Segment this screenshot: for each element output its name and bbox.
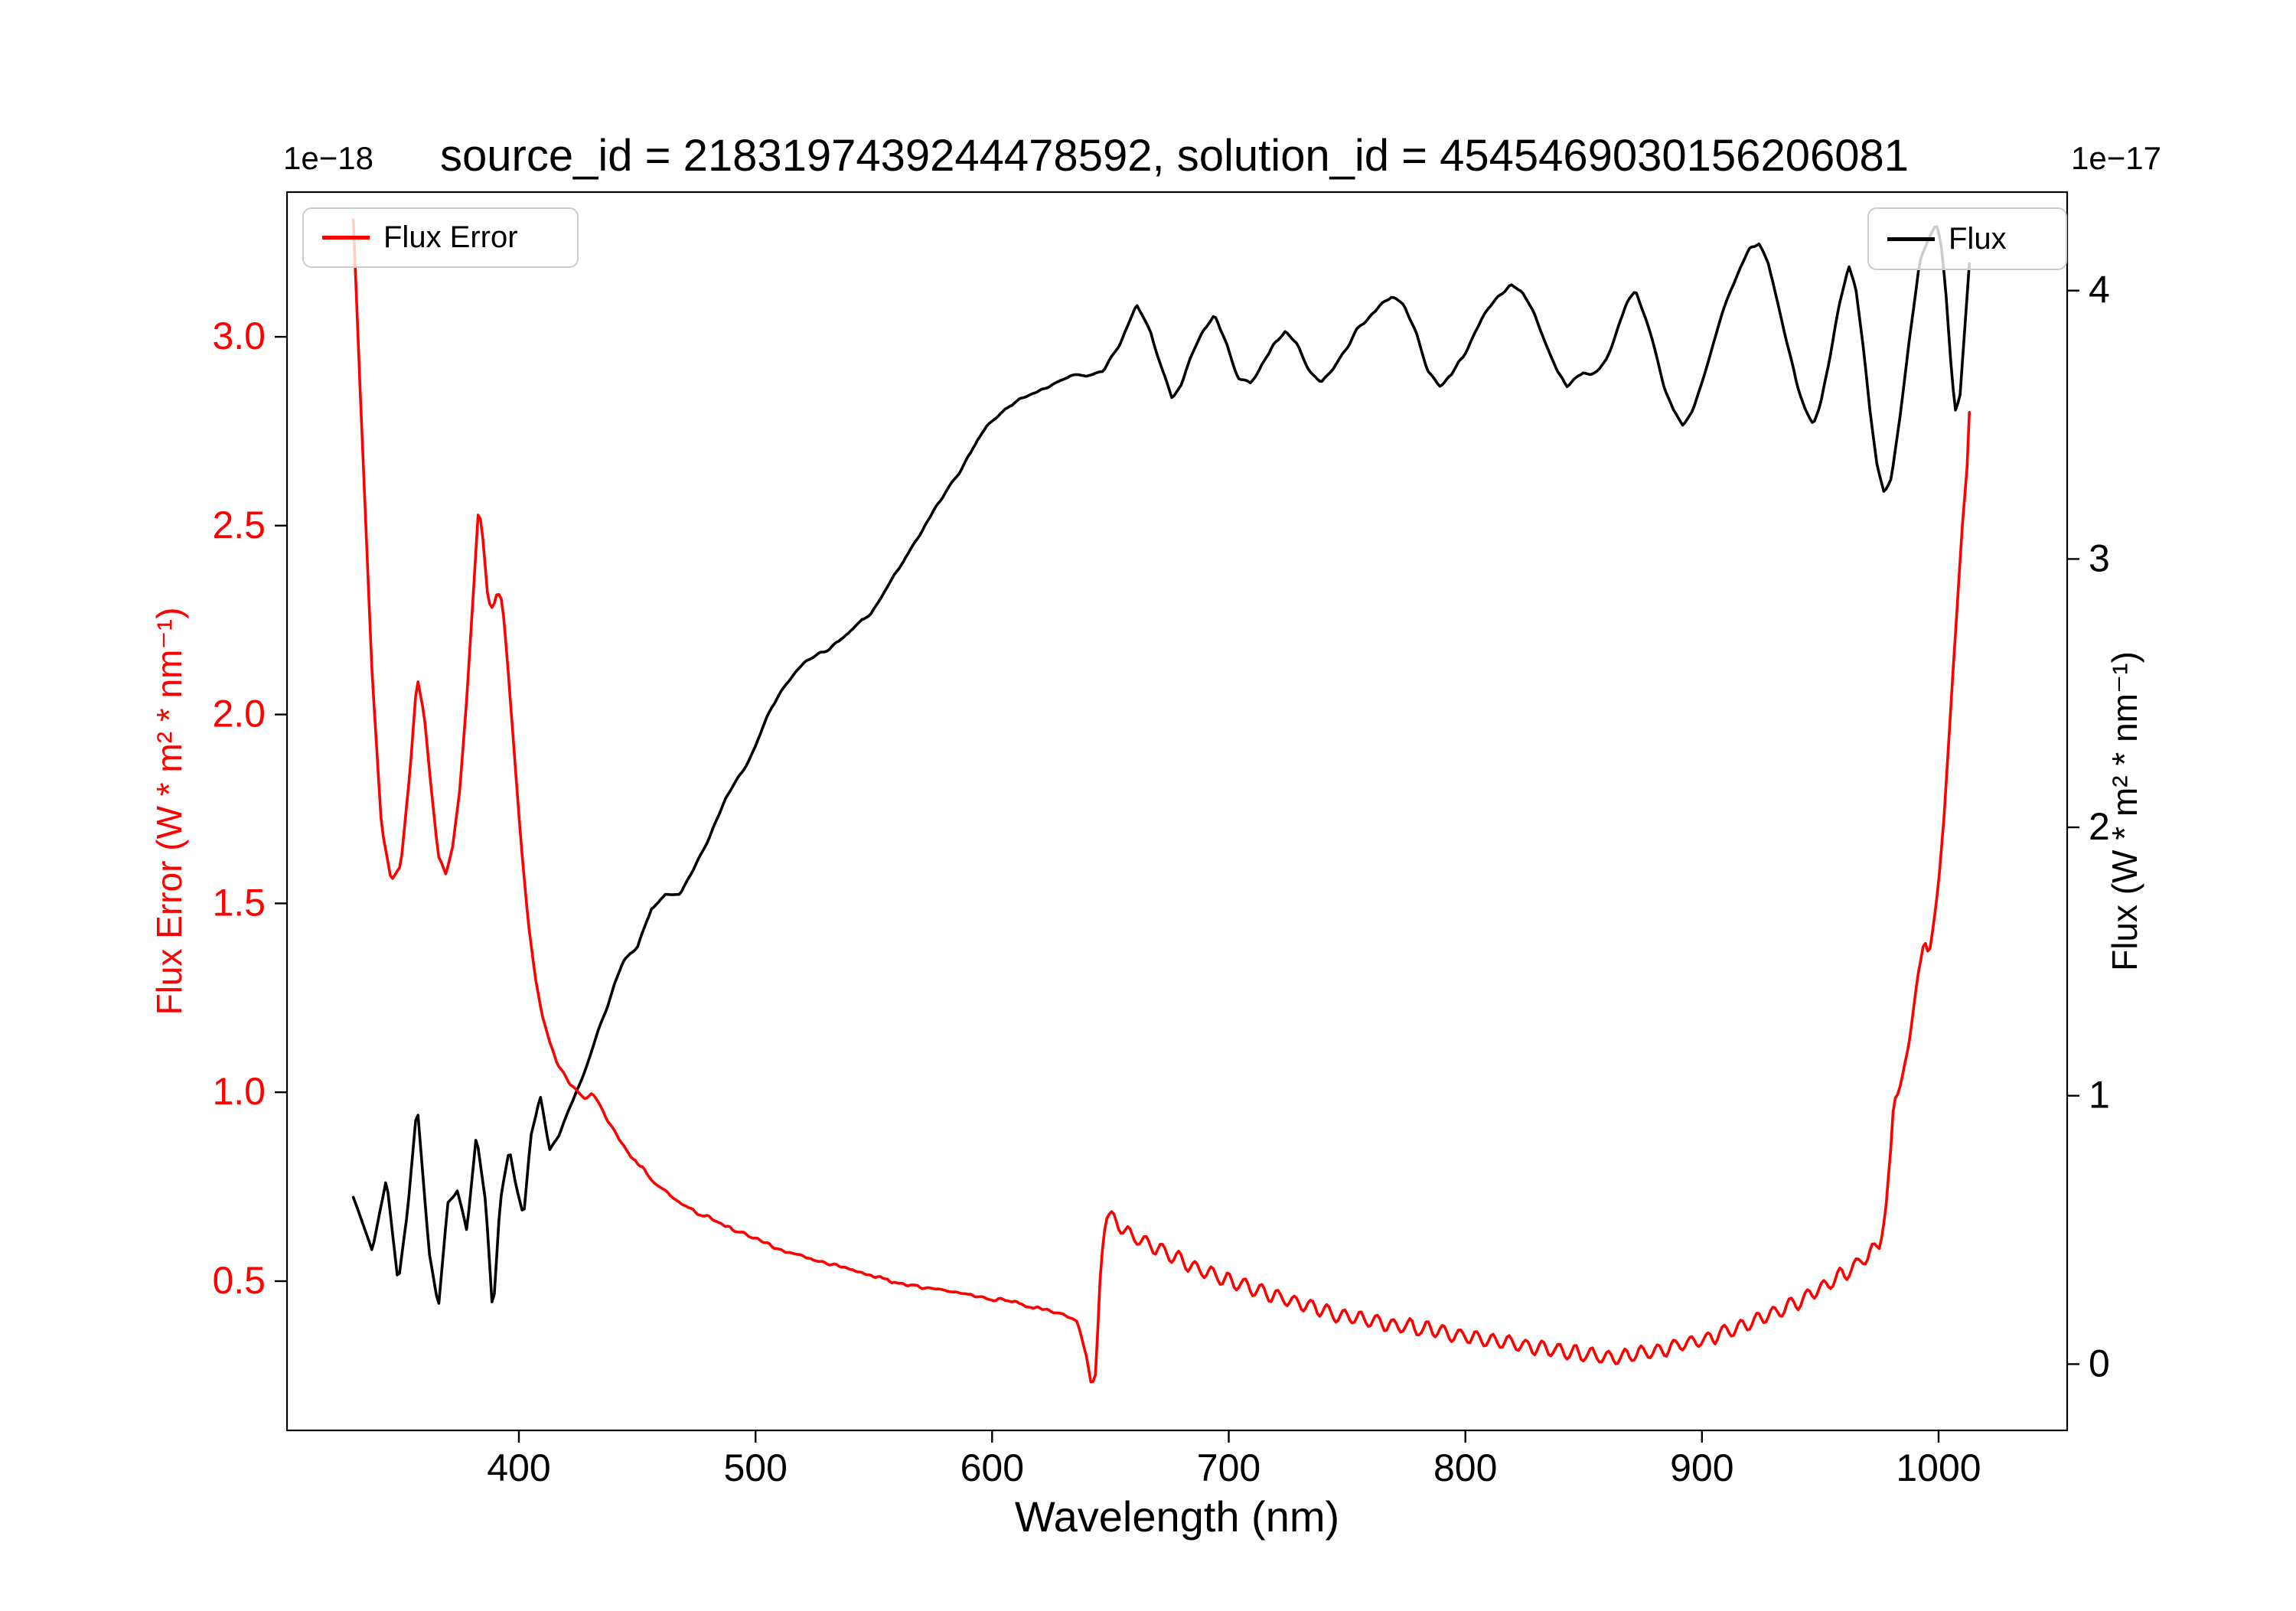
svg-text:900: 900	[1670, 1446, 1733, 1489]
svg-text:500: 500	[723, 1446, 787, 1489]
svg-text:400: 400	[487, 1446, 550, 1489]
svg-text:Wavelength (nm): Wavelength (nm)	[1015, 1492, 1339, 1541]
svg-text:1000: 1000	[1896, 1446, 1981, 1489]
svg-text:0: 0	[2089, 1342, 2110, 1384]
svg-text:4: 4	[2089, 269, 2110, 311]
svg-text:2.5: 2.5	[212, 504, 266, 546]
svg-text:1: 1	[2089, 1074, 2110, 1117]
svg-text:2.0: 2.0	[212, 693, 266, 735]
svg-text:Flux Error (W * m² * nm⁻¹): Flux Error (W * m² * nm⁻¹)	[149, 608, 189, 1016]
svg-text:1e−18: 1e−18	[283, 140, 373, 176]
svg-text:Flux (W * m² * nm⁻¹): Flux (W * m² * nm⁻¹)	[2105, 651, 2144, 971]
svg-text:700: 700	[1197, 1446, 1261, 1489]
svg-text:0.5: 0.5	[212, 1259, 266, 1302]
svg-text:3: 3	[2089, 536, 2110, 579]
svg-text:source_id = 218319743924447859: source_id = 2183197439244478592, solutio…	[440, 131, 1909, 181]
svg-text:600: 600	[960, 1446, 1024, 1489]
svg-text:3.0: 3.0	[212, 315, 266, 357]
svg-text:1.5: 1.5	[212, 881, 266, 924]
svg-text:1e−17: 1e−17	[2071, 140, 2161, 176]
svg-text:1.0: 1.0	[212, 1070, 266, 1113]
svg-text:800: 800	[1433, 1446, 1497, 1489]
